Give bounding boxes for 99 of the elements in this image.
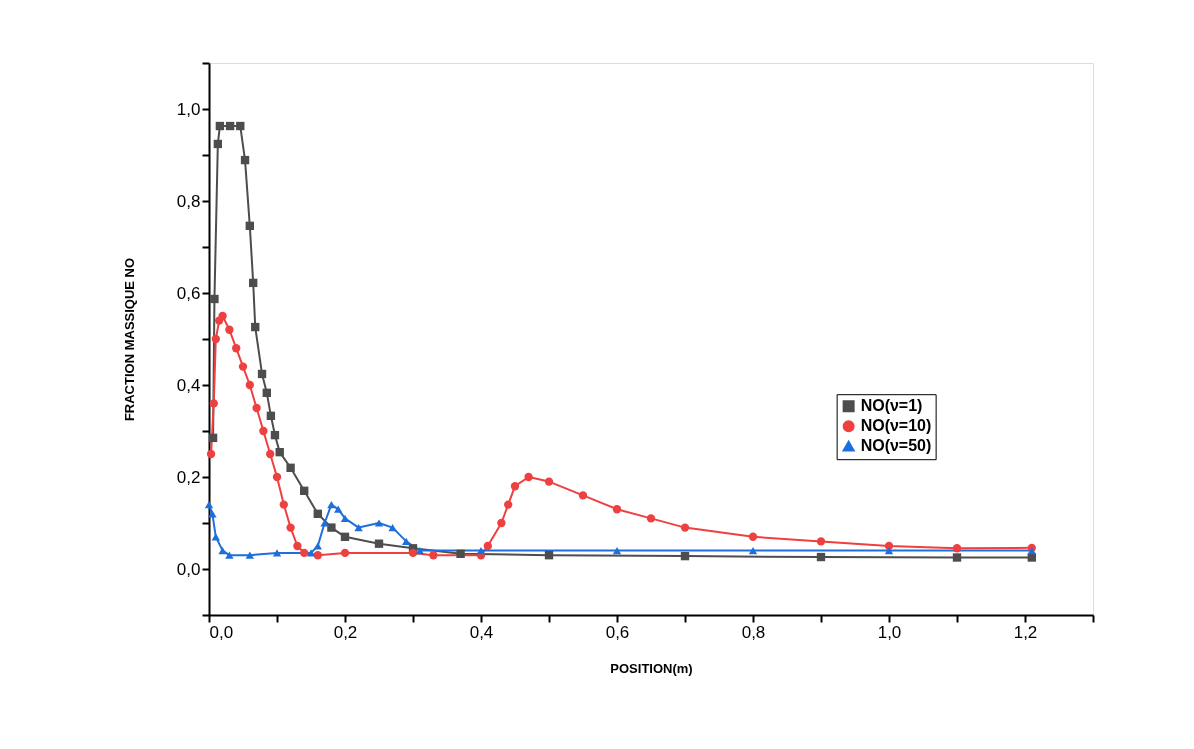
point bbox=[952, 544, 962, 553]
y-tick-label: 1,0 bbox=[176, 99, 201, 119]
point bbox=[497, 518, 506, 528]
point bbox=[245, 551, 254, 559]
point bbox=[270, 430, 280, 440]
point bbox=[240, 155, 250, 165]
legend-label: NO(ν=10) bbox=[860, 417, 932, 435]
point bbox=[429, 551, 438, 560]
point bbox=[340, 514, 350, 523]
point bbox=[245, 221, 254, 231]
point bbox=[612, 505, 622, 514]
point bbox=[483, 541, 492, 551]
point bbox=[251, 322, 260, 332]
y-tick-label: 0,4 bbox=[176, 375, 201, 395]
point bbox=[225, 325, 234, 334]
point bbox=[334, 505, 343, 513]
x-tick-label: 1,0 bbox=[877, 622, 902, 642]
point bbox=[238, 362, 248, 371]
point bbox=[680, 551, 690, 561]
point bbox=[816, 552, 826, 562]
point bbox=[204, 500, 214, 509]
point bbox=[504, 500, 513, 509]
point bbox=[300, 486, 309, 495]
point bbox=[748, 546, 758, 555]
point bbox=[279, 500, 288, 509]
point bbox=[524, 472, 533, 482]
point bbox=[354, 523, 363, 532]
point bbox=[213, 139, 223, 149]
point bbox=[286, 463, 295, 472]
point bbox=[340, 548, 350, 558]
point bbox=[245, 380, 254, 390]
point bbox=[209, 399, 218, 408]
y-tick-label: 0,6 bbox=[176, 283, 201, 303]
point bbox=[232, 344, 241, 353]
point bbox=[211, 334, 220, 344]
x-tick-label: 0,4 bbox=[469, 622, 494, 642]
point bbox=[313, 551, 322, 560]
point bbox=[259, 426, 268, 436]
point bbox=[320, 519, 329, 527]
point bbox=[272, 472, 282, 482]
point bbox=[257, 369, 267, 379]
point bbox=[388, 523, 397, 532]
x-tick-label: 1,2 bbox=[1013, 622, 1038, 642]
point bbox=[225, 551, 234, 559]
point bbox=[952, 553, 962, 562]
point bbox=[327, 500, 336, 509]
x-axis-title: POSITION(m) bbox=[610, 660, 693, 676]
legend-label: NO(ν=50) bbox=[860, 437, 932, 455]
point bbox=[218, 546, 227, 555]
point bbox=[208, 510, 217, 518]
x-tick-label: 0,8 bbox=[741, 622, 766, 642]
point bbox=[816, 537, 826, 546]
y-tick-label: 0,2 bbox=[176, 467, 201, 487]
point bbox=[544, 551, 554, 560]
point bbox=[210, 294, 219, 304]
point bbox=[884, 546, 894, 555]
point bbox=[476, 546, 486, 555]
point bbox=[262, 388, 271, 397]
point bbox=[313, 542, 322, 550]
point bbox=[402, 537, 411, 546]
point bbox=[456, 549, 465, 558]
point bbox=[208, 433, 218, 443]
point bbox=[544, 477, 554, 486]
y-tick-label: 0,8 bbox=[176, 191, 201, 211]
point bbox=[215, 121, 225, 131]
point bbox=[646, 514, 656, 523]
point bbox=[236, 121, 245, 131]
point bbox=[340, 532, 350, 541]
y-tick-label: 0,0 bbox=[176, 559, 201, 579]
point bbox=[252, 403, 261, 413]
x-tick-label: 0,6 bbox=[605, 622, 630, 642]
point bbox=[680, 523, 690, 532]
point bbox=[306, 549, 316, 557]
point bbox=[510, 482, 520, 491]
point bbox=[374, 519, 384, 527]
point bbox=[206, 449, 216, 459]
point bbox=[293, 541, 302, 551]
point bbox=[300, 548, 309, 558]
x-tick-label: 0,0 bbox=[209, 622, 234, 642]
point bbox=[266, 411, 276, 420]
point bbox=[286, 523, 295, 532]
legend-label: NO(ν=1) bbox=[860, 397, 923, 415]
point bbox=[211, 533, 220, 541]
point bbox=[275, 447, 284, 457]
point bbox=[578, 491, 588, 500]
point bbox=[249, 278, 258, 288]
point bbox=[327, 523, 336, 532]
x-tick-label: 0,2 bbox=[333, 622, 358, 642]
point bbox=[272, 549, 282, 557]
y-axis-title: FRACTION MASSIQUE NO bbox=[121, 257, 137, 422]
point bbox=[415, 546, 424, 555]
point bbox=[266, 449, 275, 459]
point bbox=[225, 121, 235, 131]
point bbox=[612, 546, 622, 555]
point bbox=[218, 311, 227, 321]
point bbox=[748, 532, 758, 541]
point bbox=[408, 548, 418, 558]
point bbox=[313, 509, 322, 518]
point bbox=[374, 539, 384, 548]
